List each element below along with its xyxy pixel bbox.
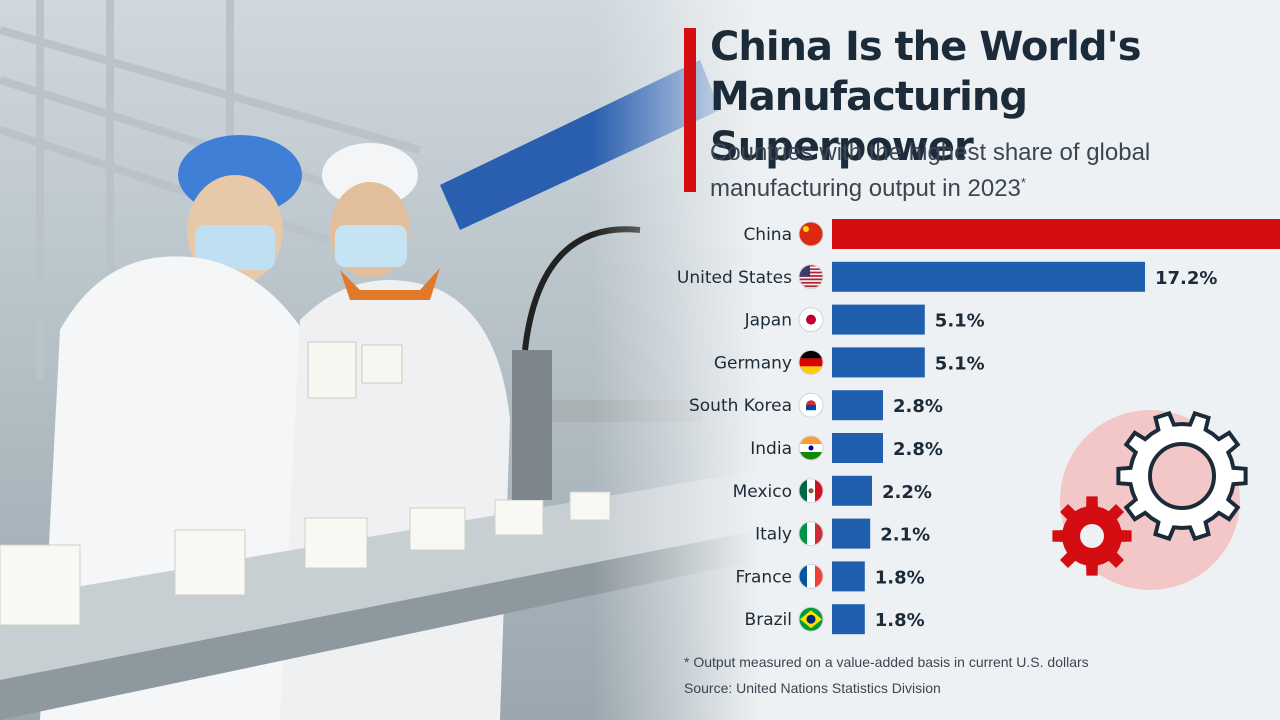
chart-title: China Is the World's Manufacturing Super… (710, 24, 1142, 170)
bar (832, 304, 925, 335)
value-label: 1.8% (875, 567, 925, 588)
value-label: 2.1% (880, 525, 930, 546)
bar (832, 475, 872, 506)
category-label: United States (677, 268, 792, 288)
category-label: Brazil (745, 610, 792, 630)
value-label: 5.1% (935, 353, 985, 374)
bar (832, 561, 865, 592)
category-label: China (743, 225, 792, 245)
chart-subtitle-text: Countries with the highest share of glob… (710, 139, 1151, 202)
brazil-flag-icon (798, 606, 824, 632)
category-label: India (750, 439, 792, 459)
chart-subtitle: Countries with the highest share of glob… (710, 138, 1270, 204)
small-gear-icon (1052, 496, 1132, 576)
bar (832, 433, 883, 463)
france-flag-icon (798, 563, 824, 589)
bar-row-italy: Italy 2.1% (755, 518, 930, 549)
bar-chart: China United States 17.2% Japan 5.1% Germany 5… (677, 219, 1280, 635)
large-gear-icon (1116, 410, 1248, 542)
value-label: 2.2% (882, 482, 932, 503)
bar-row-france: France 1.8% (735, 561, 925, 592)
bar (832, 518, 871, 549)
bar-row-mexico: Mexico 2.2% (733, 475, 932, 506)
subtitle-footnote-mark: * (1020, 175, 1026, 190)
category-label: South Korea (689, 396, 792, 416)
germany-flag-icon (798, 349, 824, 375)
italy-flag-icon (798, 521, 824, 547)
south-korea-flag-icon (798, 392, 824, 418)
category-label: Italy (755, 525, 792, 545)
value-label: 17.2% (1155, 268, 1217, 289)
bar-row-india: India 2.8% (750, 433, 943, 463)
bar-row-china: China (743, 219, 1280, 249)
category-label: Japan (744, 311, 792, 331)
gear-decoration (1052, 410, 1248, 590)
china-flag-icon (798, 221, 824, 247)
category-label: Mexico (733, 482, 792, 502)
bar (832, 219, 1280, 249)
bar-row-japan: Japan 5.1% (744, 304, 985, 335)
bar (832, 390, 883, 421)
bars-group: China United States 17.2% Japan 5.1% Germany 5… (677, 219, 1280, 635)
title-accent-bar (684, 28, 696, 192)
chart-footnote: * Output measured on a value-added basis… (684, 654, 1089, 670)
mexico-flag-icon (798, 478, 824, 504)
value-label: 1.8% (875, 610, 925, 631)
category-label: France (735, 567, 792, 587)
bar (832, 261, 1145, 292)
us-flag-icon (798, 264, 824, 290)
value-label: 5.1% (935, 311, 985, 332)
bar-row-brazil: Brazil 1.8% (745, 604, 925, 635)
bar-row-germany: Germany 5.1% (714, 347, 985, 378)
factory-photo (0, 0, 760, 720)
bar (832, 347, 925, 378)
value-label: 2.8% (893, 439, 943, 460)
category-label: Germany (714, 353, 792, 373)
factory-photo-illustration (0, 0, 760, 720)
bar-row-united-states: United States 17.2% (677, 261, 1217, 292)
infographic-panel: China Is the World's Manufacturing Super… (670, 0, 1280, 720)
bar-row-south-korea: South Korea 2.8% (689, 390, 943, 421)
bar (832, 604, 865, 635)
value-label: 2.8% (893, 396, 943, 417)
india-flag-icon (798, 435, 824, 461)
chart-source: Source: United Nations Statistics Divisi… (684, 680, 941, 696)
japan-flag-icon (798, 307, 824, 333)
